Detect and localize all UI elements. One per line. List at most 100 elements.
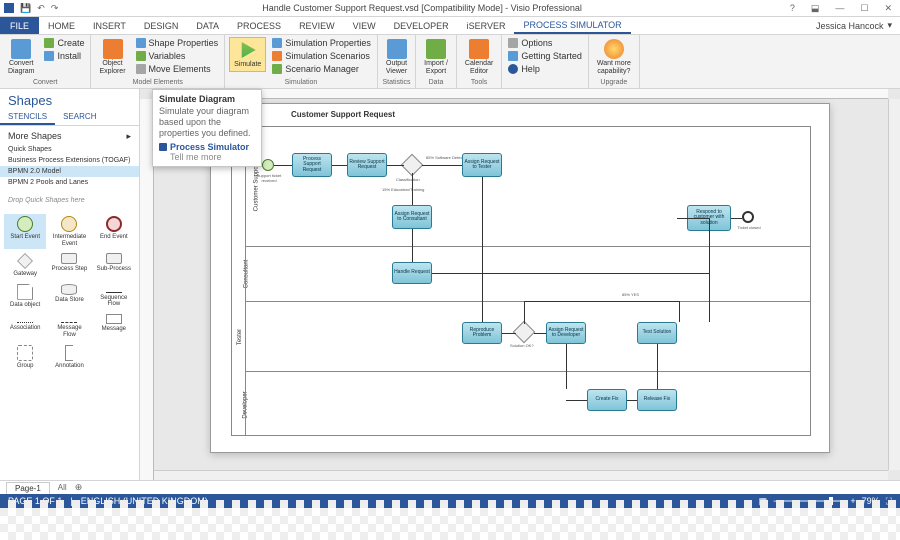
simulate-button[interactable]: Simulate xyxy=(229,37,266,72)
close-icon[interactable]: ✕ xyxy=(880,3,896,14)
shape-gateway[interactable]: Gateway xyxy=(4,251,46,280)
shape-intermediate-event[interactable]: Intermediate Event xyxy=(48,214,90,249)
user-area[interactable]: Jessica Hancock ▾ xyxy=(808,17,900,34)
undo-icon[interactable]: ↶ xyxy=(37,3,45,14)
lane-consultant[interactable]: Consultant xyxy=(246,247,810,302)
calendar-editor-button[interactable]: CalendarEditor xyxy=(461,37,497,77)
ribbon-collapse-icon[interactable]: ⬓ xyxy=(807,3,824,14)
variables-button[interactable]: Variables xyxy=(134,50,221,62)
import-export-button[interactable]: Import /Export xyxy=(420,37,452,77)
shape-sequence-flow[interactable]: Sequence Flow xyxy=(93,282,135,311)
shape-cat-bpmn-pools[interactable]: BPMN 2 Pools and Lanes xyxy=(0,177,139,188)
flow xyxy=(731,218,742,219)
app-title: Visio Professional xyxy=(511,3,582,13)
flow xyxy=(534,333,546,334)
upgrade-button[interactable]: Want morecapability? xyxy=(593,37,635,77)
page-tab-1[interactable]: Page-1 xyxy=(6,482,50,494)
help-icon[interactable]: ? xyxy=(786,3,799,14)
flow xyxy=(482,177,483,322)
tab-developer[interactable]: DEVELOPER xyxy=(385,17,458,34)
flow xyxy=(524,301,679,302)
task-assign-tester[interactable]: Assign Request to Tester xyxy=(462,153,502,177)
shape-cat-more[interactable]: More Shapes▸ xyxy=(0,129,139,144)
maximize-icon[interactable]: ☐ xyxy=(856,3,872,14)
flow xyxy=(502,333,516,334)
search-tab[interactable]: SEARCH xyxy=(55,110,104,125)
add-page-icon[interactable]: ⊕ xyxy=(75,482,83,493)
task-review-request[interactable]: Review Support Request xyxy=(347,153,387,177)
save-icon[interactable]: 💾 xyxy=(20,3,31,14)
tooltip-link[interactable]: Process Simulator xyxy=(159,142,255,152)
tab-data[interactable]: DATA xyxy=(187,17,228,34)
shape-message-flow[interactable]: Message Flow xyxy=(48,312,90,340)
task-test-solution[interactable]: Test Solution xyxy=(637,322,677,344)
install-button[interactable]: Install xyxy=(42,50,86,62)
start-event[interactable] xyxy=(262,159,274,171)
create-button[interactable]: Create xyxy=(42,37,86,49)
task-handle-request[interactable]: Handle Request xyxy=(392,262,432,284)
tab-design[interactable]: DESIGN xyxy=(135,17,188,34)
tooltip-body: Simulate your diagram based upon the pro… xyxy=(159,106,255,138)
tab-process-simulator[interactable]: PROCESS SIMULATOR xyxy=(514,17,630,34)
tab-view[interactable]: VIEW xyxy=(344,17,385,34)
object-explorer-button[interactable]: ObjectExplorer xyxy=(95,37,129,77)
task-create-fix[interactable]: Create Fix xyxy=(587,389,627,411)
all-pages[interactable]: All xyxy=(58,483,67,492)
shape-message[interactable]: Message xyxy=(93,312,135,340)
tab-iserver[interactable]: iSERVER xyxy=(458,17,515,34)
shape-properties-button[interactable]: Shape Properties xyxy=(134,37,221,49)
help-button[interactable]: Help xyxy=(506,63,584,75)
task-reproduce[interactable]: Reproduce Problem xyxy=(462,322,502,344)
shape-data-store[interactable]: Data Store xyxy=(48,282,90,311)
task-release-fix[interactable]: Release Fix xyxy=(637,389,677,411)
shape-end-event[interactable]: End Event xyxy=(93,214,135,249)
task-assign-developer[interactable]: Assign Request to Developer xyxy=(546,322,586,344)
minimize-icon[interactable]: — xyxy=(831,3,848,14)
options-button[interactable]: Options xyxy=(506,37,584,49)
group-label-statistics: Statistics xyxy=(382,78,411,86)
file-tab[interactable]: FILE xyxy=(0,17,39,34)
move-elements-button[interactable]: Move Elements xyxy=(134,63,221,75)
flow xyxy=(677,218,709,219)
pool[interactable]: Customer Support Consultant Tester Devel… xyxy=(231,126,811,436)
end-event[interactable] xyxy=(742,211,754,223)
scrollbar-vertical[interactable] xyxy=(888,99,900,470)
sim-properties-button[interactable]: Simulation Properties xyxy=(270,37,373,49)
redo-icon[interactable]: ↷ xyxy=(51,3,59,14)
shape-sub-process[interactable]: Sub-Process xyxy=(93,251,135,280)
menubar: FILE HOME INSERT DESIGN DATA PROCESS REV… xyxy=(0,17,900,35)
tab-process[interactable]: PROCESS xyxy=(228,17,290,34)
task-process-request[interactable]: Process Support Request xyxy=(292,153,332,177)
shape-start-event[interactable]: Start Event xyxy=(4,214,46,249)
group-label-simulation: Simulation xyxy=(229,78,373,86)
convert-diagram-button[interactable]: ConvertDiagram xyxy=(4,37,38,77)
shape-association[interactable]: Association xyxy=(4,312,46,340)
tab-review[interactable]: REVIEW xyxy=(290,17,344,34)
output-viewer-button[interactable]: OutputViewer xyxy=(382,37,411,77)
canvas[interactable]: Customer Support Request Customer Suppor… xyxy=(210,103,830,453)
shape-cat-bpmn-model[interactable]: BPMN 2.0 Model xyxy=(0,166,139,177)
group-label-tools: Tools xyxy=(461,78,497,86)
ruler-horizontal xyxy=(154,89,888,99)
sim-scenarios-button[interactable]: Simulation Scenarios xyxy=(270,50,373,62)
output-icon xyxy=(387,39,407,59)
tooltip-more[interactable]: Tell me more xyxy=(170,152,255,162)
lane-developer[interactable]: Developer xyxy=(246,372,810,437)
flow xyxy=(709,231,710,273)
tab-insert[interactable]: INSERT xyxy=(84,17,135,34)
getting-started-button[interactable]: Getting Started xyxy=(506,50,584,62)
shape-process-step[interactable]: Process Step xyxy=(48,251,90,280)
pool-header xyxy=(232,127,246,435)
scenario-manager-button[interactable]: Scenario Manager xyxy=(270,63,373,75)
convert-icon xyxy=(11,39,31,59)
simulate-tooltip: Simulate Diagram Simulate your diagram b… xyxy=(152,89,262,167)
shape-group[interactable]: Group xyxy=(4,343,46,372)
shape-cat-quick[interactable]: Quick Shapes xyxy=(0,144,139,155)
shape-annotation[interactable]: Annotation xyxy=(48,343,90,372)
stencils-tab[interactable]: STENCILS xyxy=(0,110,55,125)
shape-cat-bpe[interactable]: Business Process Extensions (TOGAF) xyxy=(0,155,139,166)
tab-home[interactable]: HOME xyxy=(39,17,84,34)
scrollbar-horizontal[interactable] xyxy=(154,470,888,480)
task-assign-consultant[interactable]: Assign Request to Consultant xyxy=(392,205,432,229)
shape-data-object[interactable]: Data object xyxy=(4,282,46,311)
